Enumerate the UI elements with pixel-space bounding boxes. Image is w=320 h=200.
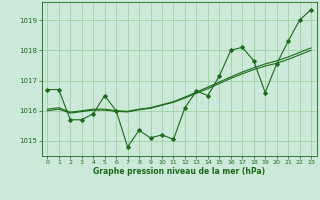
X-axis label: Graphe pression niveau de la mer (hPa): Graphe pression niveau de la mer (hPa): [93, 167, 265, 176]
